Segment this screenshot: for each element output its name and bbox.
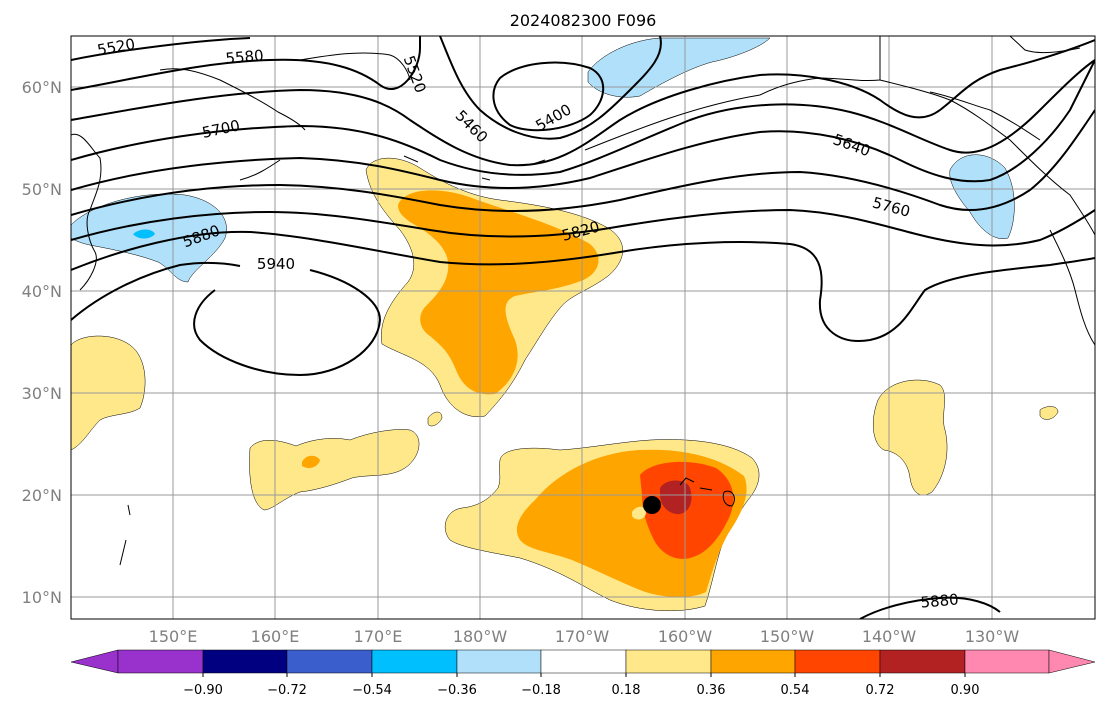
- positive-spot-central-small: [427, 411, 443, 427]
- lat-label-10n: 10°N: [22, 588, 62, 607]
- coastlines: [71, 36, 1095, 566]
- colorbar-bin-neg-090-072: [117, 649, 204, 674]
- lat-labels: 10°N 20°N 30°N 40°N 50°N 60°N: [22, 78, 62, 607]
- contour-label-5520-right: 5520: [400, 53, 430, 95]
- lon-label-160w: 160°W: [658, 627, 713, 646]
- lon-label-160e: 160°E: [251, 627, 300, 646]
- contour-label-5460: 5460: [452, 107, 492, 147]
- colorbar-bin-neg-036-018: [371, 649, 458, 674]
- lon-label-140w: 140°W: [862, 627, 917, 646]
- map-title: 2024082300 F096: [510, 11, 657, 30]
- colorbar-extend-low: [70, 649, 119, 674]
- lat-label-20n: 20°N: [22, 486, 62, 505]
- positive-region-central-west: [249, 429, 420, 511]
- map-frame: [70, 35, 1096, 620]
- lon-label-170e: 170°E: [354, 627, 403, 646]
- lat-label-30n: 30°N: [22, 384, 62, 403]
- contour-label-5940: 5940: [257, 255, 295, 273]
- contour-label-5640: 5640: [831, 130, 873, 160]
- positive-region-north-orange: [398, 190, 599, 395]
- negative-region-pacific-nw: [949, 154, 1015, 240]
- lat-label-40n: 40°N: [22, 282, 62, 301]
- colorbar-bin-pos-018-036: [625, 649, 712, 674]
- colorbar-bin-neg-072-054: [202, 649, 288, 674]
- colorbar-bin-pos-054-072: [794, 649, 881, 674]
- contour-label-5520-left: 5520: [96, 35, 137, 59]
- colorbar: [70, 649, 1096, 674]
- contour-label-5760: 5760: [871, 194, 913, 221]
- colorbar-bin-pos-090-up: [964, 649, 1050, 674]
- colorbar-label-pos-018: 0.18: [612, 683, 641, 698]
- positive-spot-east-small: [1039, 406, 1059, 420]
- negative-region-alaska: [587, 37, 771, 98]
- colorbar-label-neg-072: −0.72: [267, 683, 307, 698]
- lon-label-170w: 170°W: [555, 627, 610, 646]
- positive-patch-hawaii-yellow-hole: [632, 506, 646, 520]
- lat-label-60n: 60°N: [22, 78, 62, 97]
- positive-spot-central-west-orange: [302, 455, 320, 468]
- colorbar-labels: −0.90 −0.72 −0.54 −0.36 −0.18 0.18 0.36 …: [183, 683, 979, 698]
- colorbar-bin-zero: [540, 649, 627, 674]
- negative-spot-deep: [133, 229, 155, 239]
- colorbar-bin-neg-018-000: [456, 649, 542, 674]
- lon-label-130w: 130°W: [965, 627, 1020, 646]
- contour-label-5700: 5700: [200, 116, 241, 142]
- lon-label-150e: 150°E: [149, 627, 198, 646]
- colorbar-label-neg-054: −0.54: [352, 683, 392, 698]
- colorbar-label-pos-054: 0.54: [781, 683, 810, 698]
- colorbar-label-pos-072: 0.72: [866, 683, 895, 698]
- lon-labels: 150°E 160°E 170°E 180°W 170°W 160°W 150°…: [149, 627, 1020, 646]
- colorbar-extend-high: [1048, 649, 1096, 674]
- colorbar-label-neg-036: −0.36: [437, 683, 477, 698]
- colorbar-bin-neg-054-036: [286, 649, 373, 674]
- colorbar-label-neg-090: −0.90: [183, 683, 223, 698]
- location-marker: [643, 496, 661, 514]
- colorbar-label-pos-090: 0.90: [951, 683, 980, 698]
- contour-label-5880-bottom: 5880: [920, 590, 960, 611]
- positive-region-hawaii-darkred: [660, 480, 692, 515]
- colorbar-label-neg-018: −0.18: [521, 683, 561, 698]
- colorbar-bin-pos-072-090: [879, 649, 966, 674]
- colorbar-bin-pos-036-054: [710, 649, 796, 674]
- map-area: 5520 5580 5520 5460 5400 5640 5760 5700 …: [71, 35, 1095, 619]
- height-contours: [71, 36, 1095, 619]
- colorbar-label-pos-036: 0.36: [697, 683, 726, 698]
- positive-region-east: [872, 379, 948, 496]
- contour-label-5580: 5580: [225, 46, 265, 67]
- lon-label-180w: 180°W: [453, 627, 508, 646]
- lat-label-50n: 50°N: [22, 180, 62, 199]
- lon-label-150w: 150°W: [760, 627, 815, 646]
- colorbar-ticks: [202, 673, 966, 677]
- lon-grid: [172, 36, 993, 619]
